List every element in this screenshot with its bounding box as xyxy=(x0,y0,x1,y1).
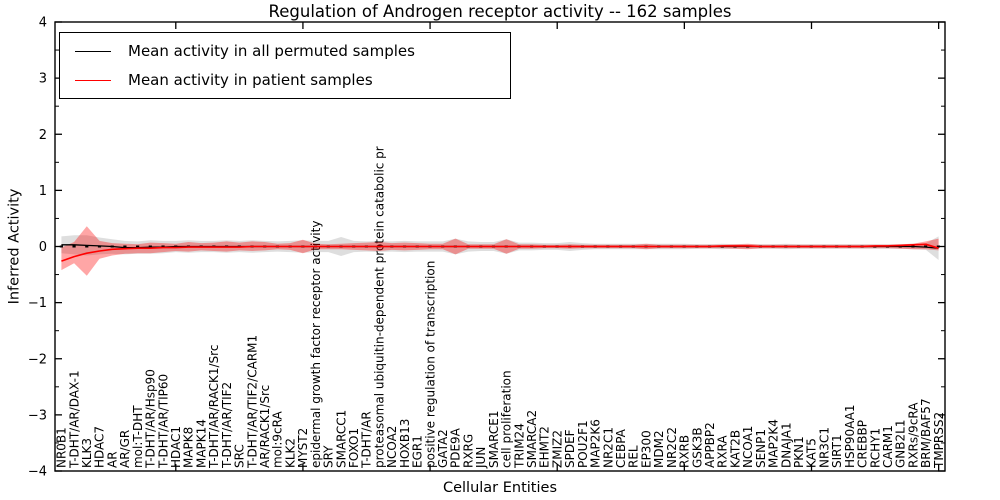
legend-label-patient: Mean activity in patient samples xyxy=(128,71,373,89)
x-tick-label: RXRG xyxy=(461,434,475,468)
x-tick-label: EHMT2 xyxy=(538,426,552,468)
x-tick-label: GATA2 xyxy=(436,429,450,468)
x-tick-label: APPBP2 xyxy=(703,422,717,468)
x-tick-label: MDM2 xyxy=(652,430,666,468)
y-tick-label: −4 xyxy=(28,465,47,480)
y-tick-label: 2 xyxy=(39,128,47,143)
x-tick-label: KLK3 xyxy=(80,438,94,468)
x-tick-label: SRC xyxy=(233,444,247,468)
x-tick-label: REL xyxy=(627,445,641,468)
x-tick-label: TMPRSS2 xyxy=(932,412,946,469)
x-tick-label: EGR1 xyxy=(411,435,425,468)
patient-mean-line xyxy=(61,243,939,262)
x-tick-label: epidermal growth factor receptor activit… xyxy=(309,221,323,468)
x-tick-label: RCHY1 xyxy=(868,428,882,468)
chart-title: Regulation of Androgen receptor activity… xyxy=(269,2,732,21)
x-tick-label: SMARCE1 xyxy=(487,410,501,468)
y-tick-label: −2 xyxy=(28,352,47,367)
x-tick-label: KLK2 xyxy=(283,438,297,468)
x-tick-label: T-DHT/AR/Hsp90 xyxy=(144,369,158,469)
legend-label-permuted: Mean activity in all permuted samples xyxy=(128,42,415,60)
x-tick-label: MAP2K4 xyxy=(767,419,781,468)
x-tick-label: RXRB xyxy=(678,435,692,468)
x-tick-label: MAP2K6 xyxy=(589,419,603,468)
x-tick-label: AR/RACK1/Src xyxy=(258,385,272,468)
x-tick-label: ZMIZ2 xyxy=(550,430,564,468)
y-tick-label: 4 xyxy=(39,16,47,31)
x-tick-label: SMARCC1 xyxy=(334,410,348,468)
legend: Mean activity in all permuted samples Me… xyxy=(59,32,511,99)
y-tick-label: 1 xyxy=(39,184,47,199)
x-tick-label: POU2F1 xyxy=(576,420,590,468)
x-tick-label: MAPK14 xyxy=(194,419,208,468)
x-tick-label: T-DHT/AR/TIF2/CARM1 xyxy=(245,335,259,469)
axes: 4 3 2 1 0 −1 −2 −3 −4 xyxy=(28,16,946,480)
x-tick-label: NCOA2 xyxy=(385,426,399,468)
x-tick-label: HDAC1 xyxy=(169,426,183,468)
y-axis-label: Inferred Activity xyxy=(7,188,23,304)
x-tick-label: mol:9cRA xyxy=(271,411,285,468)
x-tick-label: MYST2 xyxy=(296,428,310,468)
x-tick-label: SPDEF xyxy=(563,429,577,468)
x-tick-label: EP300 xyxy=(639,430,653,468)
confidence-bands xyxy=(61,226,939,276)
legend-item-permuted: Mean activity in all permuted samples xyxy=(72,38,510,64)
x-tick-label: T-DHT/AR/TIF2 xyxy=(220,382,234,469)
x-tick-label: HSP90AA1 xyxy=(843,404,857,468)
x-tick-label: AR xyxy=(105,451,119,468)
legend-item-patient: Mean activity in patient samples xyxy=(72,67,510,93)
x-tick-label: CARM1 xyxy=(881,425,895,468)
x-tick-label: SMARCA2 xyxy=(525,410,539,468)
x-tick-label: T-DHT/AR xyxy=(360,411,374,469)
x-tick-label: NR2C1 xyxy=(601,427,615,468)
y-tick-label: −1 xyxy=(28,296,47,311)
x-tick-label: proteasomal ubiquitin-dependent protein … xyxy=(372,146,386,468)
x-tick-label: AR/GR xyxy=(118,430,132,468)
x-tick-label: SIRT1 xyxy=(830,434,844,468)
x-tick-label: NR3C1 xyxy=(817,427,831,468)
x-tick-labels: NR0B1T-DHT/AR/DAX-1KLK3HDAC7ARAR/GRmol:T… xyxy=(55,146,946,469)
permuted-std-band xyxy=(61,235,939,260)
x-tick-label: CEBPA xyxy=(614,428,628,468)
x-tick-label: SENP1 xyxy=(754,429,768,468)
x-tick-label: KAT2B xyxy=(728,430,742,468)
x-tick-label: BRM/BAF57 xyxy=(919,398,933,468)
x-tick-label: cell proliferation xyxy=(500,370,514,468)
x-tick-label: DNAJA1 xyxy=(779,422,793,468)
y-tick-label: 0 xyxy=(39,240,47,255)
x-tick-label: positive regulation of transcription xyxy=(423,261,437,468)
x-tick-label: GNB2L1 xyxy=(894,420,908,468)
x-tick-label: mol:T-DHT xyxy=(131,405,145,468)
x-tick-label: NR2C2 xyxy=(665,427,679,468)
x-tick-label: NR0B1 xyxy=(55,427,69,468)
x-tick-label: FOXO1 xyxy=(347,428,361,468)
mean-lines xyxy=(55,243,945,262)
x-tick-label: SRY xyxy=(322,445,336,468)
x-tick-label: KAT5 xyxy=(805,438,819,468)
x-tick-label: HDAC7 xyxy=(93,426,107,468)
y-tick-label: −3 xyxy=(28,408,47,423)
x-axis-label: Cellular Entities xyxy=(443,480,557,496)
x-tick-label: T-DHT/AR/TIP60 xyxy=(156,374,170,469)
x-tick-label: RXRs/9cRA xyxy=(906,402,920,468)
x-tick-label: GSK3B xyxy=(690,427,704,468)
x-tick-label: RXRA xyxy=(716,435,730,468)
patient-std-band xyxy=(61,226,939,276)
x-tick-label: NCOA1 xyxy=(741,426,755,468)
x-tick-label: HOXB13 xyxy=(398,419,412,468)
x-tick-label: CREBBP xyxy=(856,420,870,468)
x-tick-label: TRIM24 xyxy=(512,423,526,469)
x-tick-label: PDE9A xyxy=(449,427,463,468)
permuted-line-swatch xyxy=(75,50,111,52)
y-tick-label: 3 xyxy=(39,72,47,87)
x-tick-label: T-DHT/AR/RACK1/Src xyxy=(207,345,221,469)
patient-line-swatch xyxy=(75,79,111,81)
x-tick-label: JUN xyxy=(474,447,488,469)
x-tick-label: T-DHT/AR/DAX-1 xyxy=(67,370,81,469)
x-tick-label: MAPK8 xyxy=(182,427,196,468)
x-tick-label: PKN1 xyxy=(792,436,806,468)
